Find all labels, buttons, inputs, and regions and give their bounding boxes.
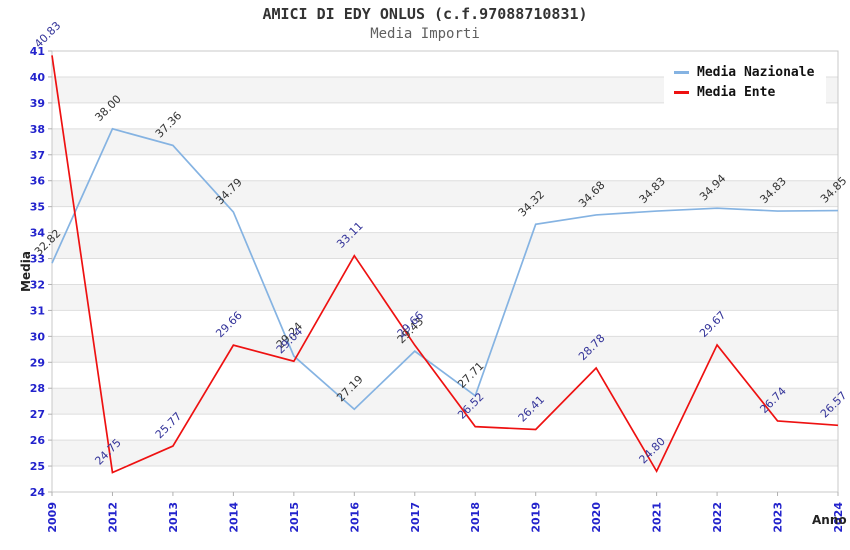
y-tick-label: 25 — [30, 460, 45, 473]
plot-border — [51, 50, 839, 493]
y-tick-label: 41 — [30, 45, 45, 58]
x-tick-label: 2009 — [46, 502, 59, 533]
x-axis-title: Anno — [812, 513, 847, 527]
y-tick-label: 35 — [30, 201, 45, 214]
x-tick-label: 2020 — [590, 502, 603, 533]
x-tick-label: 2017 — [409, 502, 422, 533]
y-axis-title: Media — [19, 251, 33, 292]
y-tick-label: 29 — [30, 356, 45, 369]
y-tick-label: 39 — [30, 97, 45, 110]
y-tick-label: 38 — [30, 123, 45, 136]
point-label: 29.67 — [697, 309, 728, 340]
y-tick-label: 31 — [30, 304, 45, 317]
y-tick-label: 28 — [30, 382, 45, 395]
legend-item-media-ente: Media Ente — [674, 82, 814, 102]
y-tick-label: 36 — [30, 175, 46, 188]
point-label: 29.66 — [213, 309, 244, 340]
legend-item-media-nazionale: Media Nazionale — [674, 62, 814, 82]
plot-band — [52, 388, 838, 415]
x-tick-label: 2014 — [227, 502, 240, 533]
legend-line-icon-ente — [674, 90, 689, 94]
plot-band — [52, 180, 838, 207]
series-line-0 — [51, 127, 839, 411]
plot-band — [52, 336, 838, 363]
y-tick-label: 34 — [30, 227, 46, 240]
series-line-1 — [51, 55, 839, 474]
plot-band — [52, 232, 838, 259]
x-tick-label: 2024 — [832, 502, 845, 533]
chart-subtitle: Media Importi — [370, 26, 480, 42]
x-tick-label: 2023 — [772, 502, 785, 533]
legend-label: Media Nazionale — [697, 64, 815, 80]
plot-band — [52, 128, 838, 155]
y-tick-label: 24 — [30, 486, 46, 499]
y-tick-label: 33 — [30, 253, 45, 266]
x-tick-label: 2015 — [288, 502, 301, 533]
x-tick-label: 2018 — [469, 502, 482, 533]
legend-line-icon-nazionale — [674, 70, 689, 74]
y-tick-label: 27 — [30, 408, 45, 421]
x-tick-label: 2012 — [106, 502, 119, 533]
x-tick-label: 2021 — [651, 502, 664, 533]
x-tick-label: 2013 — [167, 502, 180, 533]
x-tick-label: 2022 — [711, 502, 724, 533]
y-tick-label: 40 — [30, 71, 46, 84]
y-tick-label: 26 — [30, 434, 46, 447]
x-tick-label: 2016 — [348, 502, 361, 533]
plot-band — [52, 440, 838, 467]
chart-title: AMICI DI EDY ONLUS (c.f.97088710831) — [262, 5, 588, 23]
plot-band — [52, 284, 838, 311]
y-tick-label: 32 — [30, 278, 45, 291]
legend-label: Media Ente — [697, 84, 776, 100]
chart-legend: Media Nazionale Media Ente — [664, 56, 827, 108]
x-tick-label: 2019 — [530, 502, 543, 533]
y-tick-label: 37 — [30, 149, 45, 162]
y-tick-label: 30 — [30, 330, 46, 343]
